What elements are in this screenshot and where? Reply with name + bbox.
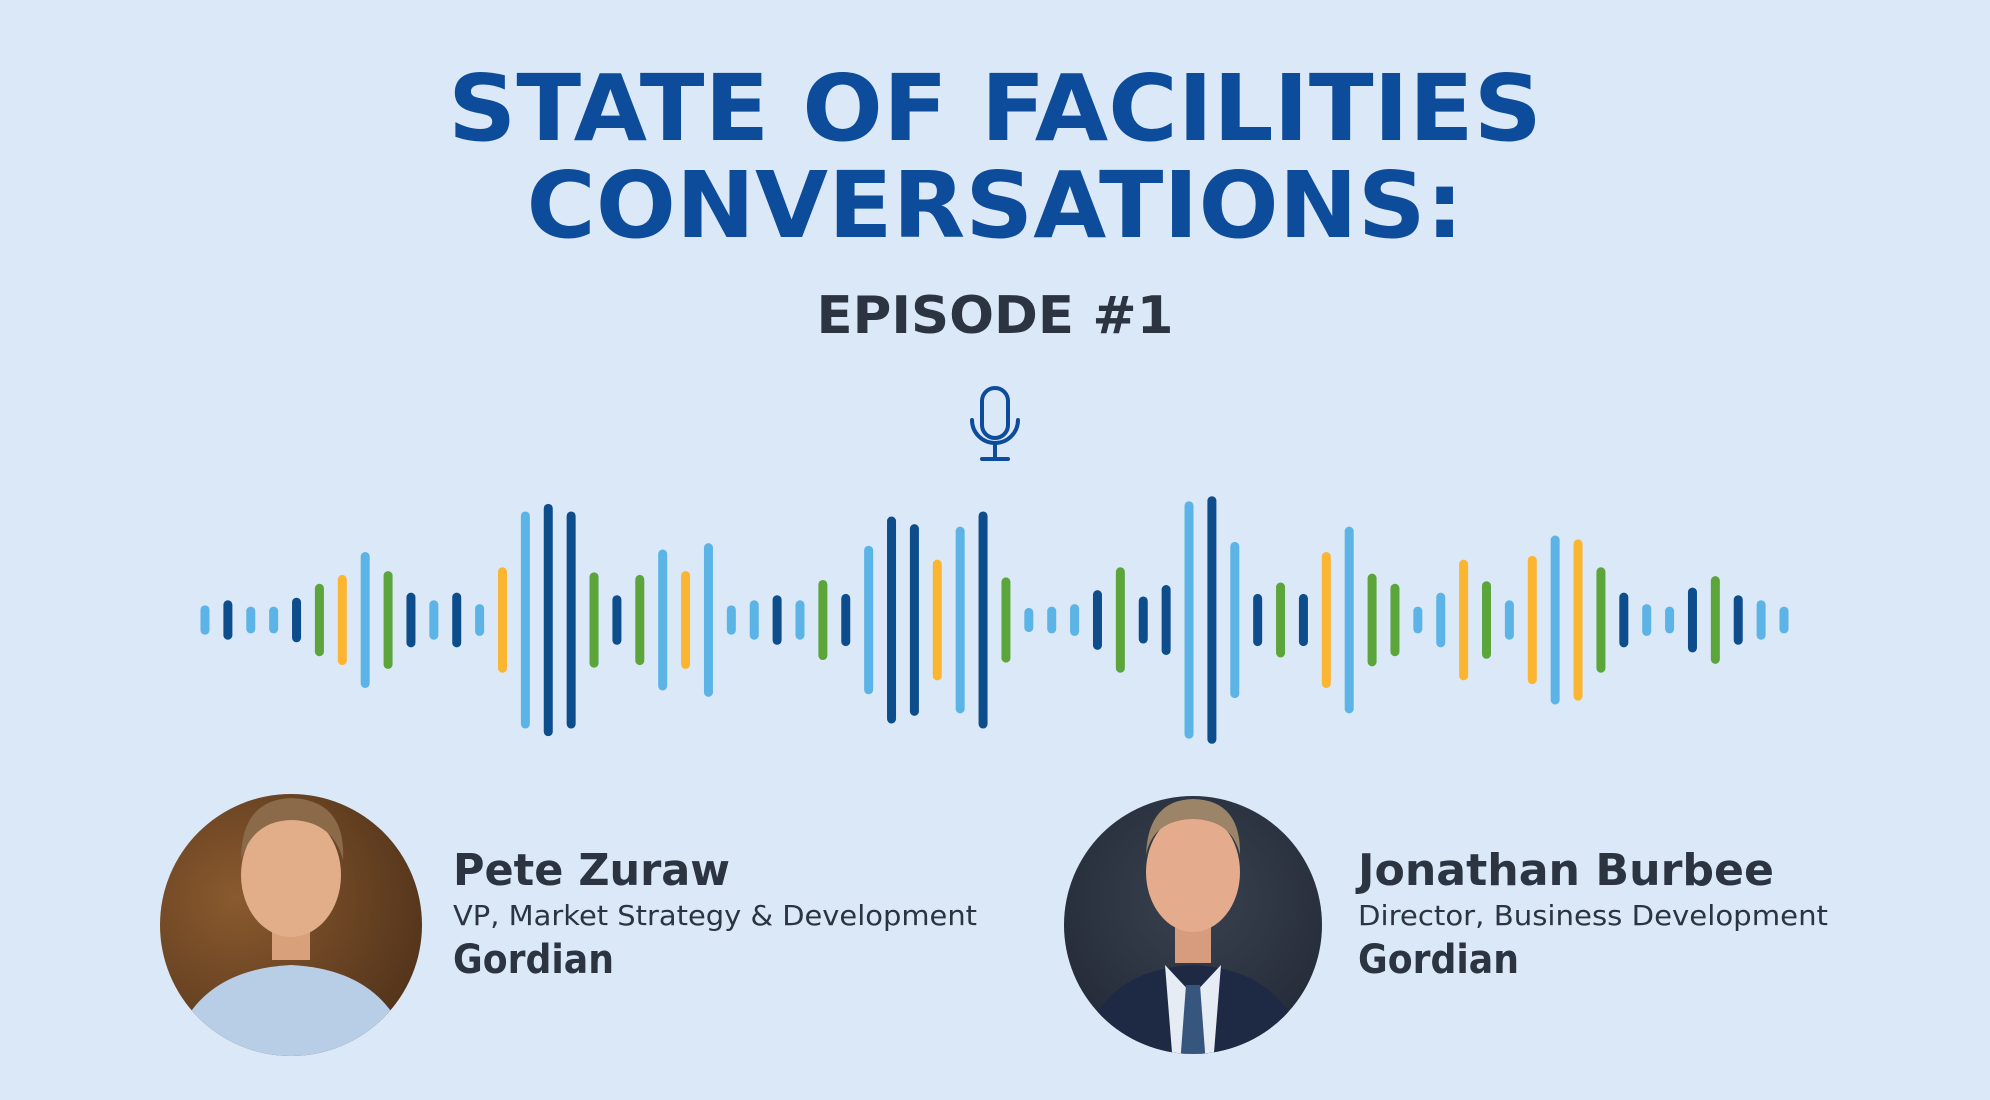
speaker-photo [160, 794, 422, 1056]
speaker-company: Gordian [1358, 937, 1519, 983]
title-line: CONVERSATIONS: [527, 152, 1464, 259]
episode: EPISODE #1 [817, 286, 1174, 346]
microphone-icon [970, 386, 1020, 461]
speaker-photo [1064, 796, 1322, 1054]
speaker-role: VP, Market Strategy & Development [453, 899, 977, 932]
title-line: STATE OF FACILITIES [448, 55, 1542, 162]
speaker-name: Jonathan Burbee [1355, 845, 1774, 896]
waveform [200, 496, 1789, 744]
speaker-role: Director, Business Development [1358, 899, 1828, 932]
speaker-name: Pete Zuraw [453, 845, 730, 896]
speaker-company: Gordian [453, 937, 614, 983]
